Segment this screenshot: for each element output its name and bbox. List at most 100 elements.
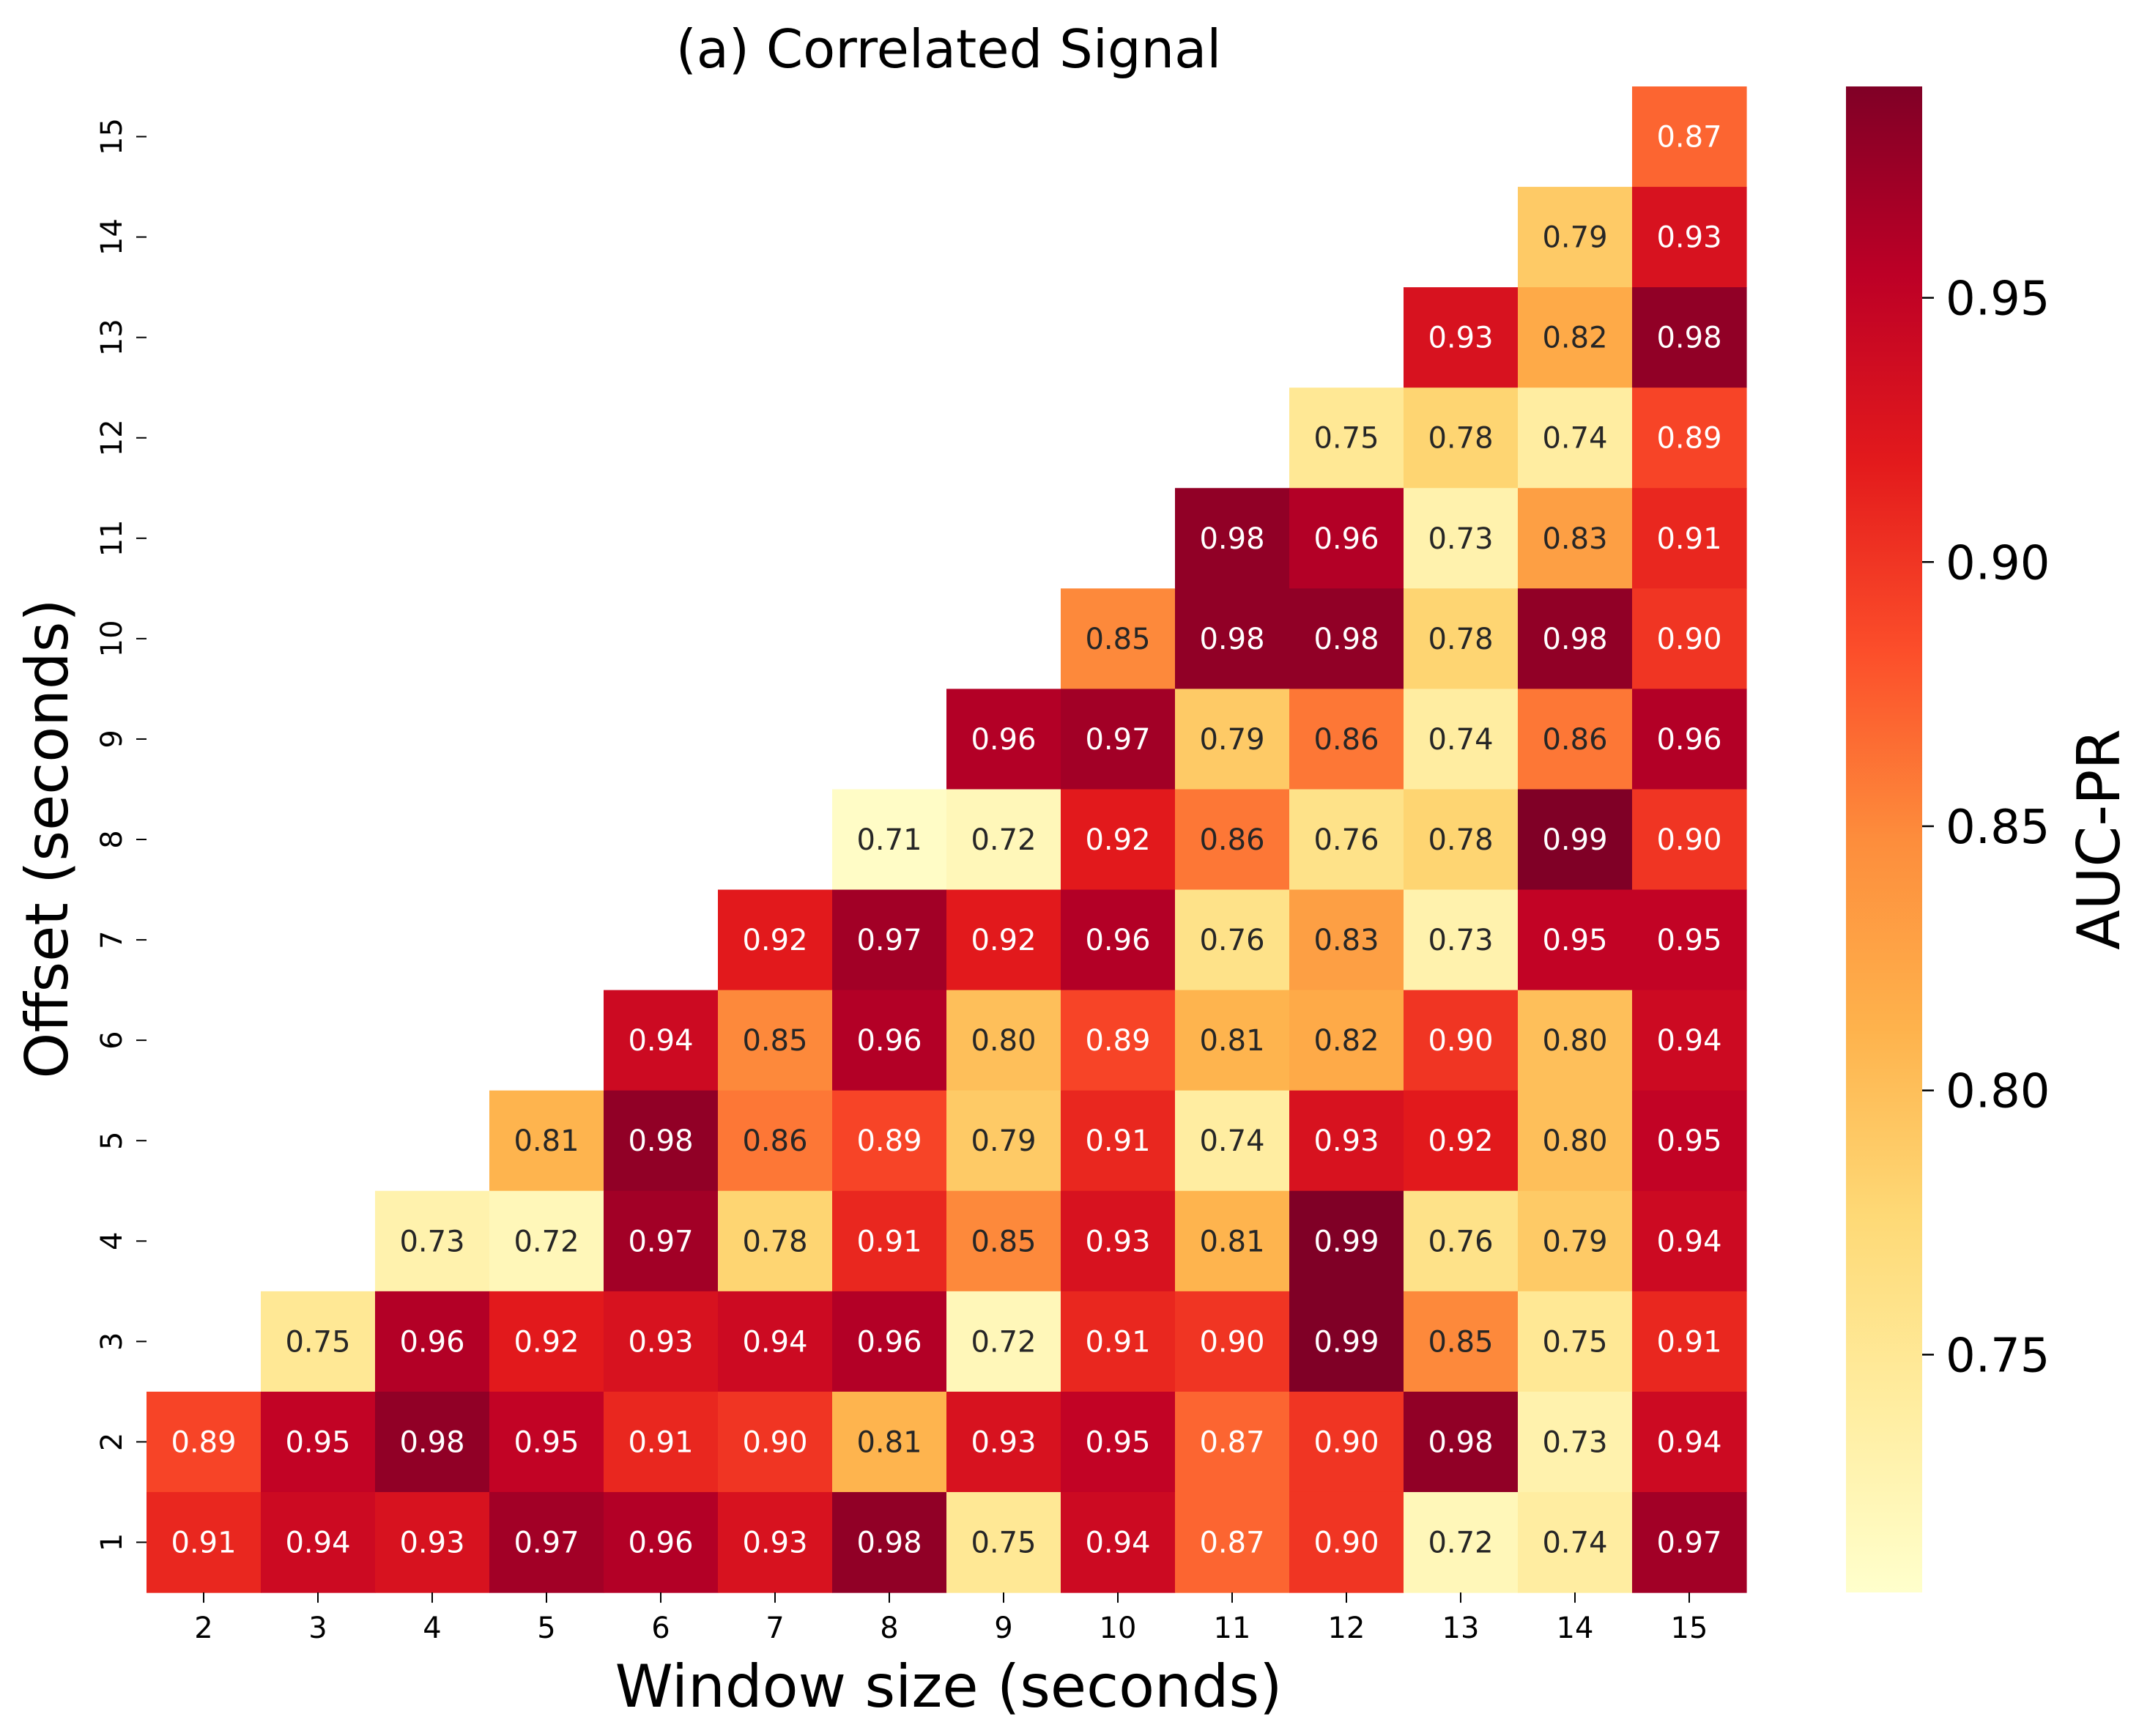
cell-value-label: 0.97 — [628, 1225, 693, 1258]
cell-value-label: 0.98 — [1199, 522, 1264, 556]
heatmap-cell — [1632, 86, 1747, 188]
cell-value-label: 0.73 — [1542, 1425, 1607, 1459]
cell-value-label: 0.76 — [1313, 823, 1379, 857]
cell-value-label: 0.85 — [1085, 623, 1150, 656]
heatmap-cell — [1061, 689, 1176, 790]
heatmap-cell — [1289, 588, 1404, 690]
x-tick-label: 6 — [651, 1611, 670, 1645]
cell-value-label: 0.96 — [1656, 723, 1721, 757]
heatmap-cell — [1632, 387, 1747, 489]
heatmap-cell — [1404, 689, 1519, 790]
cell-value-label: 0.79 — [1542, 1225, 1607, 1258]
y-tick-label: 3 — [95, 1332, 129, 1351]
heatmap-cell — [1518, 488, 1633, 589]
cell-value-label: 0.78 — [1428, 623, 1493, 656]
heatmap-cell — [489, 1190, 604, 1292]
cell-value-label: 0.98 — [1428, 1425, 1493, 1459]
heatmap-cell — [1518, 1291, 1633, 1392]
x-tick-label: 5 — [537, 1611, 555, 1645]
cell-value-label: 0.86 — [742, 1124, 807, 1158]
heatmap-cell — [604, 1190, 719, 1292]
cell-value-label: 0.86 — [1313, 723, 1379, 757]
heatmap-cell — [946, 789, 1061, 891]
cell-value-label: 0.76 — [1428, 1225, 1493, 1258]
cell-value-label: 0.91 — [628, 1425, 693, 1459]
heatmap-cell — [261, 1291, 376, 1392]
heatmap-cell — [946, 889, 1061, 991]
cell-value-label: 0.87 — [1199, 1425, 1264, 1459]
heatmap-cell — [1518, 1491, 1633, 1593]
heatmap-cell — [1518, 287, 1633, 388]
cell-value-label: 0.91 — [1656, 1325, 1721, 1359]
heatmap-cell — [1518, 588, 1633, 690]
cell-value-label: 0.94 — [628, 1024, 693, 1058]
heatmap-cell — [832, 1391, 947, 1493]
heatmap-cell — [832, 889, 947, 991]
y-tick-label: 7 — [95, 930, 129, 949]
colorbar-tick-label: 0.90 — [1946, 536, 2050, 590]
cell-value-label: 0.95 — [1085, 1425, 1150, 1459]
heatmap-cell — [1404, 588, 1519, 690]
heatmap-cell — [1289, 1391, 1404, 1493]
colorbar-tick-label: 0.80 — [1946, 1065, 2050, 1119]
heatmap-cell — [375, 1391, 490, 1493]
heatmap-cell — [1061, 1190, 1176, 1292]
cell-value-label: 0.72 — [971, 1325, 1036, 1359]
cell-value-label: 0.93 — [628, 1325, 693, 1359]
cell-value-label: 0.80 — [1542, 1124, 1607, 1158]
heatmap-cell — [375, 1190, 490, 1292]
heatmap-cell — [1632, 990, 1747, 1091]
heatmap-cell — [1289, 689, 1404, 790]
cell-value-label: 0.73 — [1428, 924, 1493, 957]
cell-value-label: 0.90 — [1199, 1325, 1264, 1359]
heatmap-cell — [946, 1491, 1061, 1593]
x-tick-label: 4 — [423, 1611, 441, 1645]
cell-value-label: 0.89 — [1656, 422, 1721, 456]
cell-value-label: 0.87 — [1656, 121, 1721, 155]
cell-value-label: 0.90 — [1656, 623, 1721, 656]
cell-value-label: 0.92 — [1428, 1124, 1493, 1158]
heatmap-cell — [718, 1090, 833, 1192]
heatmap-cell — [1632, 588, 1747, 690]
heatmap-cell — [604, 1291, 719, 1392]
cell-value-label: 0.80 — [971, 1024, 1036, 1058]
cell-value-label: 0.76 — [1199, 924, 1264, 957]
heatmap-cell — [489, 1491, 604, 1593]
cell-value-label: 0.78 — [742, 1225, 807, 1258]
cell-value-label: 0.96 — [1085, 924, 1150, 957]
cell-value-label: 0.96 — [856, 1325, 922, 1359]
cell-value-label: 0.89 — [171, 1425, 236, 1459]
cell-value-label: 0.98 — [1313, 623, 1379, 656]
cell-value-label: 0.74 — [1428, 723, 1493, 757]
heatmap-cell — [1632, 1190, 1747, 1292]
y-tick-label: 14 — [95, 218, 129, 256]
cell-value-label: 0.95 — [514, 1425, 579, 1459]
cell-value-label: 0.96 — [628, 1527, 693, 1560]
cell-value-label: 0.98 — [1656, 322, 1721, 355]
heatmap-cell — [1061, 1291, 1176, 1392]
heatmap-cell — [1632, 488, 1747, 589]
y-tick-label: 11 — [95, 519, 129, 557]
heatmap-cell — [1175, 889, 1290, 991]
y-tick-label: 15 — [95, 118, 129, 155]
cell-value-label: 0.91 — [171, 1527, 236, 1560]
heatmap-cell — [1061, 889, 1176, 991]
x-tick-label: 11 — [1214, 1611, 1251, 1645]
cell-value-label: 0.85 — [742, 1024, 807, 1058]
heatmap-cell — [1518, 789, 1633, 891]
x-tick-label: 3 — [308, 1611, 327, 1645]
colorbar-label: AUC-PR — [2065, 729, 2133, 950]
cell-value-label: 0.90 — [1313, 1527, 1379, 1560]
heatmap-cell — [1289, 889, 1404, 991]
cell-value-label: 0.78 — [1428, 422, 1493, 456]
colorbar: 0.75 0.80 0.85 0.90 0.95 AUC-PR — [1846, 86, 2133, 1592]
cell-value-label: 0.92 — [514, 1325, 579, 1359]
heatmap-cell — [1061, 1391, 1176, 1493]
heatmap-cell — [1404, 1090, 1519, 1192]
heatmap-cell — [1632, 287, 1747, 388]
x-tick-label: 2 — [194, 1611, 212, 1645]
cell-value-label: 0.73 — [399, 1225, 464, 1258]
cell-value-label: 0.86 — [1542, 723, 1607, 757]
heatmap-cell — [946, 1391, 1061, 1493]
heatmap-cell — [1632, 1090, 1747, 1192]
